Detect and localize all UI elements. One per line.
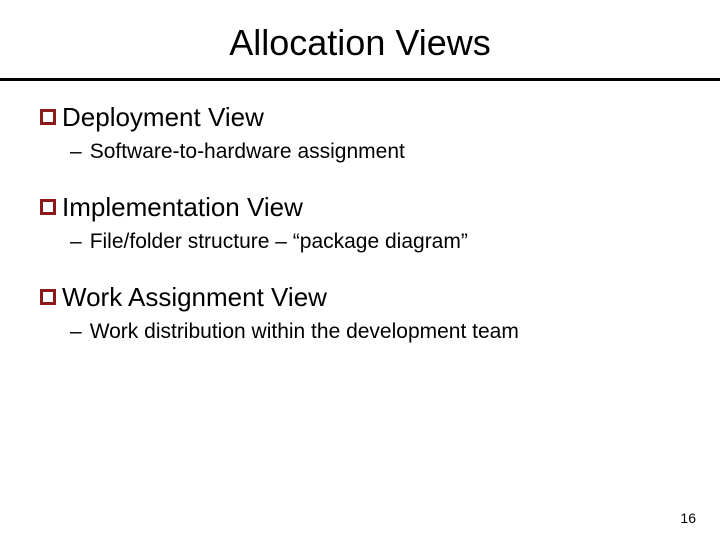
l2-text: Software-to-hardware assignment bbox=[90, 139, 405, 165]
square-bullet-icon bbox=[40, 109, 56, 125]
l2-item: – File/folder structure – “package diagr… bbox=[40, 229, 680, 255]
l1-text: Implementation View bbox=[62, 193, 303, 223]
l2-item: – Software-to-hardware assignment bbox=[40, 139, 680, 165]
slide-title: Allocation Views bbox=[0, 0, 720, 78]
l1-item: Implementation View bbox=[40, 193, 680, 223]
section-deployment: Deployment View – Software-to-hardware a… bbox=[40, 103, 680, 165]
l1-text: Work Assignment View bbox=[62, 283, 327, 313]
dash-bullet-icon: – bbox=[70, 139, 82, 165]
slide: Allocation Views Deployment View – Softw… bbox=[0, 0, 720, 540]
square-bullet-icon bbox=[40, 289, 56, 305]
l2-item: – Work distribution within the developme… bbox=[40, 319, 680, 345]
content-area: Deployment View – Software-to-hardware a… bbox=[0, 81, 720, 345]
square-bullet-icon bbox=[40, 199, 56, 215]
l2-text: Work distribution within the development… bbox=[90, 319, 519, 345]
page-number: 16 bbox=[680, 510, 696, 526]
l1-item: Deployment View bbox=[40, 103, 680, 133]
dash-bullet-icon: – bbox=[70, 229, 82, 255]
l2-text: File/folder structure – “package diagram… bbox=[90, 229, 468, 255]
l1-item: Work Assignment View bbox=[40, 283, 680, 313]
section-work-assignment: Work Assignment View – Work distribution… bbox=[40, 283, 680, 345]
section-implementation: Implementation View – File/folder struct… bbox=[40, 193, 680, 255]
dash-bullet-icon: – bbox=[70, 319, 82, 345]
l1-text: Deployment View bbox=[62, 103, 264, 133]
